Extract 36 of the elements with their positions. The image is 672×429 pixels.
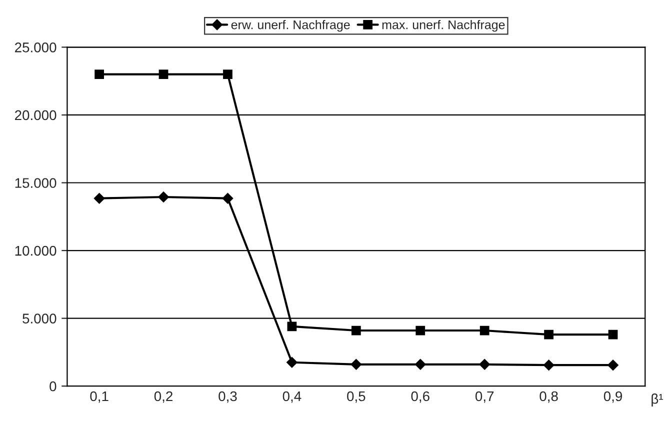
point bbox=[287, 322, 297, 332]
point bbox=[223, 70, 232, 79]
point bbox=[608, 360, 618, 371]
x-tick-label: 0,1 bbox=[90, 391, 108, 403]
point bbox=[94, 192, 105, 204]
point bbox=[543, 360, 554, 371]
point bbox=[416, 326, 426, 336]
y-tick-label: 20.000 bbox=[15, 110, 56, 120]
x-axis-title: β¹ bbox=[652, 394, 663, 406]
point bbox=[158, 192, 169, 202]
point bbox=[286, 356, 298, 368]
x-tick-label: 0,2 bbox=[154, 391, 172, 403]
x-tick-label: 0,3 bbox=[218, 391, 237, 403]
y-tick-label: 10.000 bbox=[15, 246, 56, 256]
point bbox=[479, 358, 490, 370]
point bbox=[544, 330, 554, 340]
point bbox=[608, 330, 618, 340]
y-tick-label: 5.000 bbox=[22, 314, 56, 324]
point bbox=[222, 192, 234, 204]
y-tick-label: 15.000 bbox=[15, 178, 56, 188]
x-tick-label: 0,5 bbox=[347, 391, 366, 403]
x-tick-label: 0,4 bbox=[282, 391, 302, 403]
point bbox=[158, 70, 168, 79]
point bbox=[350, 358, 362, 370]
point bbox=[94, 70, 104, 79]
point bbox=[480, 326, 490, 336]
y-tick-label: 25.000 bbox=[15, 42, 56, 52]
x-tick-label: 0,8 bbox=[540, 391, 558, 403]
x-tick-label: 0,9 bbox=[604, 391, 622, 403]
point bbox=[351, 326, 361, 336]
legend-label: erw. unerf. Nachfrage bbox=[231, 20, 350, 32]
point bbox=[414, 358, 426, 370]
x-tick-label: 0,6 bbox=[411, 391, 430, 403]
y-tick-label: 0 bbox=[50, 381, 56, 392]
legend-label: max. unerf. Nachfrage bbox=[382, 20, 505, 32]
x-tick-label: 0,7 bbox=[475, 391, 494, 403]
